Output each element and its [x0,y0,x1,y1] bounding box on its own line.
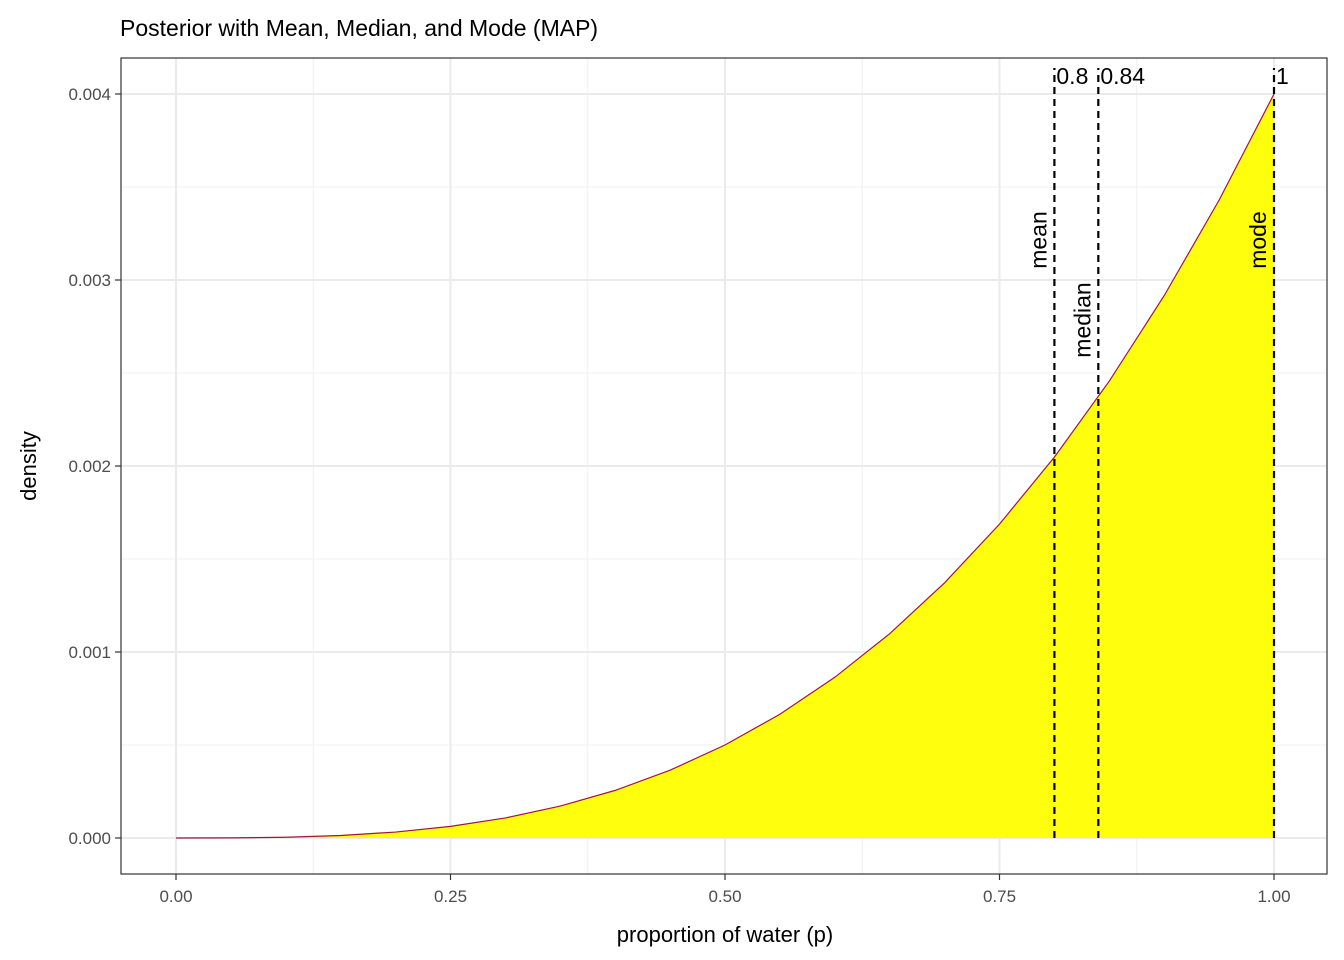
y-axis-title: density [16,431,41,501]
x-axis-ticks: 0.00 0.25 0.50 0.75 1.00 [159,874,1291,906]
posterior-line-0 [175,93,1275,839]
y-tick-label: 0.004 [68,85,111,104]
mean-name-label: mean [1025,211,1051,269]
x-tick-label: 0.50 [708,887,741,906]
posterior-area-0 [176,94,1274,838]
chart-title: Posterior with Mean, Median, and Mode (M… [120,15,598,41]
x-tick-label: 0.75 [983,887,1016,906]
mode-value-label: 1 [1276,63,1289,89]
y-tick-label: 0.002 [68,457,111,476]
x-tick-label: 0.00 [159,887,192,906]
x-tick-label: 0.25 [434,887,467,906]
y-tick-label: 0.003 [68,271,111,290]
median-value-label: 0.84 [1100,63,1145,89]
mode-name-label: mode [1245,211,1271,269]
mean-value-label: 0.8 [1056,63,1088,89]
area-layer [175,93,1275,839]
x-axis-title: proportion of water (p) [617,922,833,947]
median-name-label: median [1069,282,1095,357]
y-axis-ticks: 0.000 0.001 0.002 0.003 0.004 [68,85,121,848]
annotation-layer: 0.8 0.84 1 mean median mode [1025,63,1289,838]
y-tick-label: 0.000 [68,829,111,848]
y-tick-label: 0.001 [68,643,111,662]
x-tick-label: 1.00 [1257,887,1290,906]
